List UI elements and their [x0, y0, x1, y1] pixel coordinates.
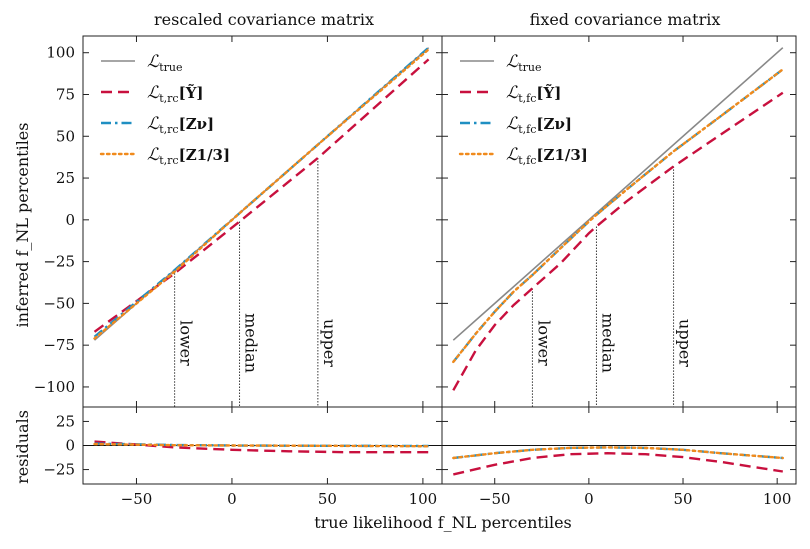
residual-line-2 — [93, 442, 430, 448]
series-line-1 — [93, 58, 430, 333]
series-line-3 — [93, 48, 430, 340]
x-axis-label: true likelihood f_NL percentiles — [314, 513, 572, 532]
percentile-label-upper: upper — [320, 319, 339, 367]
res-y-tick-label: −25 — [43, 461, 75, 479]
legend-label: ℒt,rc[Ỹ] — [147, 83, 204, 105]
percentile-label-median: median — [242, 313, 261, 373]
y-tick-label: 75 — [56, 85, 75, 103]
y-tick-label: 0 — [65, 211, 75, 229]
panel-0: −100 −75 −50 −25 0 25 50 75 100 −25 0 25 −50 0 50 100 lo… — [34, 35, 443, 508]
percentile-label-median: median — [598, 313, 617, 373]
legend-label: ℒtrue — [506, 52, 542, 74]
legend-label: ℒt,rc[Zν] — [147, 114, 214, 136]
series-line-3 — [452, 68, 784, 364]
legend-label: ℒt,fc[Z1/3] — [506, 145, 588, 167]
legend-label: ℒt,fc[Zν] — [506, 114, 572, 136]
percentile-label-lower: lower — [534, 320, 553, 366]
y-tick-label: −100 — [34, 378, 75, 396]
legend-label: ℒtrue — [147, 52, 183, 74]
panel-title-rescaled: rescaled covariance matrix — [154, 10, 374, 29]
legend-label: ℒt,fc[Ỹ] — [506, 83, 561, 105]
main-axes-frame — [82, 35, 443, 408]
y-tick-label: −75 — [43, 336, 75, 354]
percentile-label-lower: lower — [177, 320, 196, 366]
x-tick-label: 0 — [227, 490, 237, 508]
x-tick-label: 50 — [673, 490, 692, 508]
legend: ℒtrue ℒt,fc[Ỹ] ℒt,fc[Zν] ℒt,fc[Z1/3] — [458, 52, 588, 167]
y-axis-label-residuals: residuals — [13, 410, 32, 484]
main-axes-frame — [441, 35, 797, 408]
res-y-tick-label: 0 — [65, 437, 75, 455]
legend-label: ℒt,rc[Z1/3] — [147, 145, 230, 167]
res-y-tick-label: 25 — [56, 412, 75, 430]
x-tick-label: 100 — [409, 490, 438, 508]
panel-title-fixed: fixed covariance matrix — [530, 10, 721, 29]
x-tick-label: −50 — [479, 490, 511, 508]
y-axis-label-main: inferred f_NL percentiles — [13, 123, 32, 328]
y-tick-label: −50 — [43, 294, 75, 312]
y-tick-label: 50 — [56, 127, 75, 145]
legend: ℒtrue ℒt,rc[Ỹ] ℒt,rc[Zν] ℒt,rc[Z1/3] — [99, 52, 230, 167]
y-tick-label: 25 — [56, 169, 75, 187]
y-tick-label: −25 — [43, 253, 75, 271]
x-tick-label: −50 — [121, 490, 153, 508]
x-tick-label: 50 — [318, 490, 337, 508]
residual-line-0 — [453, 451, 783, 476]
residual-line-2 — [452, 446, 784, 460]
x-tick-label: 0 — [584, 490, 594, 508]
series-line-2 — [93, 46, 430, 338]
series-line-1 — [452, 91, 784, 391]
y-tick-label: 100 — [46, 44, 75, 62]
series-line-0 — [452, 47, 784, 341]
x-tick-label: 100 — [763, 490, 792, 508]
percentile-label-upper: upper — [676, 319, 695, 367]
